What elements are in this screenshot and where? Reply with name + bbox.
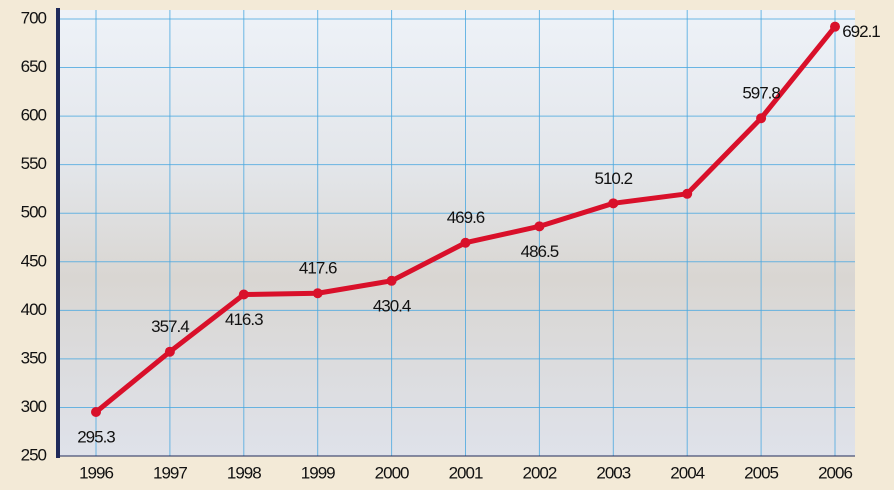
x-tick-label: 2002 <box>522 463 556 482</box>
data-point <box>682 188 693 199</box>
data-point <box>312 288 323 299</box>
y-tick-label: 350 <box>21 348 47 367</box>
y-tick-label: 250 <box>21 445 47 464</box>
y-tick-label: 450 <box>21 251 47 270</box>
x-tick-label: 1996 <box>79 463 113 482</box>
x-tick-label: 2003 <box>596 463 630 482</box>
data-label: 469.6 <box>447 208 485 227</box>
x-tick-label: 1998 <box>227 463 261 482</box>
x-tick-label: 2005 <box>744 463 778 482</box>
y-tick-label: 400 <box>21 300 47 319</box>
data-point <box>830 21 840 32</box>
data-point <box>756 113 767 124</box>
data-label: 486.5 <box>521 242 559 261</box>
data-point <box>386 275 397 286</box>
y-tick-label: 600 <box>21 106 47 125</box>
data-label: 692.1 <box>842 22 880 41</box>
x-tick-label: 2001 <box>449 463 483 482</box>
y-tick-label: 300 <box>21 397 47 416</box>
data-label: 357.4 <box>151 317 189 336</box>
data-point <box>608 198 619 209</box>
x-tick-label: 1999 <box>301 463 335 482</box>
y-tick-label: 550 <box>21 154 47 173</box>
data-point <box>460 237 471 248</box>
x-tick-label: 2006 <box>818 463 852 482</box>
data-point <box>164 346 175 357</box>
data-label: 597.8 <box>742 84 780 103</box>
data-label: 416.3 <box>225 310 263 329</box>
data-label: 430.4 <box>373 296 411 315</box>
data-label: 417.6 <box>299 259 337 278</box>
y-tick-label: 650 <box>21 57 47 76</box>
x-tick-label: 2004 <box>670 463 704 482</box>
y-tick-label: 500 <box>21 203 47 222</box>
x-tick-label: 1997 <box>153 463 187 482</box>
plot-area <box>59 10 855 456</box>
data-point <box>534 221 545 232</box>
data-label: 510.2 <box>595 169 633 188</box>
data-label: 295.3 <box>77 427 115 446</box>
x-tick-label: 2000 <box>375 463 409 482</box>
y-tick-label: 700 <box>21 8 47 27</box>
data-point <box>238 289 249 300</box>
data-point <box>91 407 101 418</box>
